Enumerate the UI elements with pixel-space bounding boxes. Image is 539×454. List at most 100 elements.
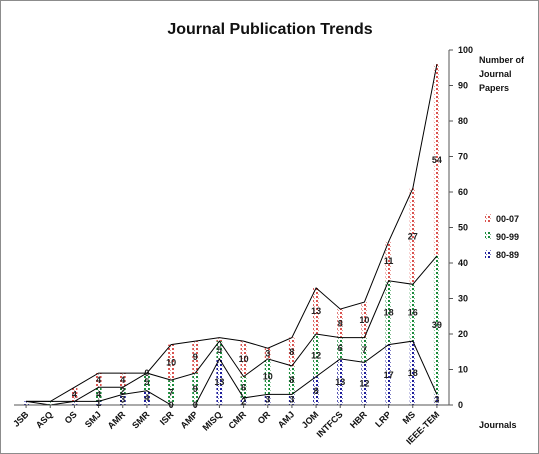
data-label: 6 <box>338 343 343 353</box>
y-tick-label: 0 <box>458 400 463 410</box>
y-ticks: 0 10 20 30 40 50 60 70 80 90 100 <box>449 45 473 410</box>
data-label: 39 <box>432 320 442 330</box>
data-label: 4 <box>96 375 101 385</box>
x-tick-label: LRP <box>373 409 393 429</box>
data-band-90-99 <box>361 337 368 363</box>
x-tick-label: OR <box>256 409 273 426</box>
legend-swatch-90-99 <box>485 232 491 240</box>
data-band-80-89 <box>433 394 440 405</box>
data-bands <box>23 64 440 405</box>
x-tick-label: AMJ <box>276 409 297 430</box>
y-tick-label: 10 <box>458 365 468 375</box>
data-label: 10 <box>166 357 176 367</box>
data-band-80-89 <box>95 401 102 405</box>
y-tick-label: 40 <box>458 258 468 268</box>
y-tick-label: 100 <box>458 45 473 55</box>
data-label: 8 <box>289 375 294 385</box>
data-band-80-89 <box>409 341 416 405</box>
x-tick-label: JSB <box>11 409 31 429</box>
data-band-90-99 <box>240 376 247 398</box>
x-tick-label: ASQ <box>34 409 55 430</box>
x-tick-label: SMR <box>130 409 152 431</box>
data-label: 11 <box>384 256 394 266</box>
data-band-90-99 <box>216 341 223 359</box>
legend-swatch-00-07 <box>485 214 491 222</box>
y-tick-label: 90 <box>458 81 468 91</box>
data-label: 0 <box>169 400 174 410</box>
data-band-80-89 <box>119 394 126 405</box>
data-label: 9 <box>193 352 198 362</box>
data-band-90-99 <box>143 373 150 391</box>
x-tick-label: SMJ <box>83 409 103 429</box>
y-axis-label-line-3: Papers <box>479 83 509 93</box>
data-band-80-89 <box>216 358 223 405</box>
data-label: 7 <box>169 388 174 398</box>
data-label: 12 <box>359 379 369 389</box>
data-label: 18 <box>408 368 418 378</box>
data-label: 2 <box>241 396 246 406</box>
y-axis-label: Number of Journal Papers <box>479 55 527 93</box>
data-label: 2 <box>120 386 125 396</box>
data-label: 4 <box>144 393 149 403</box>
data-label: 10 <box>263 372 273 382</box>
data-band-90-99 <box>313 334 320 377</box>
data-label: 27 <box>408 231 418 241</box>
legend-label-90-99: 90-99 <box>496 232 519 242</box>
data-band-80-89 <box>23 401 30 405</box>
data-band-90-99 <box>119 387 126 395</box>
data-band-80-89 <box>385 344 392 405</box>
data-band-80-89 <box>288 394 295 405</box>
data-band-90-99 <box>337 337 344 359</box>
data-label: 0 <box>193 400 198 410</box>
data-label: 4 <box>96 389 101 399</box>
y-axis-label-line-2: Journal <box>479 69 512 79</box>
x-tick-label: MISQ <box>200 409 223 432</box>
x-tick-label: CMR <box>226 409 248 431</box>
data-label: 9 <box>193 384 198 394</box>
data-label: 4 <box>72 389 77 399</box>
data-band-00-07 <box>264 348 271 359</box>
legend-label-00-07: 00-07 <box>496 214 519 224</box>
data-band-00-07 <box>119 373 126 388</box>
data-band-90-99 <box>409 284 416 342</box>
data-label: 13 <box>214 377 224 387</box>
data-band-90-99 <box>433 255 440 395</box>
x-tick-label: AMR <box>106 409 128 431</box>
data-band-00-07 <box>240 341 247 377</box>
data-band-80-89 <box>313 376 320 405</box>
data-label: 7 <box>362 345 367 355</box>
legend: 00-07 90-99 80-89 <box>485 214 519 260</box>
data-band-00-07 <box>168 344 175 381</box>
data-band-80-89 <box>264 394 271 405</box>
data-band-80-89 <box>71 401 78 405</box>
data-band-80-89 <box>337 358 344 405</box>
data-band-00-07 <box>71 387 78 402</box>
legend-swatch-80-89 <box>485 250 491 258</box>
data-band-90-99 <box>95 387 102 402</box>
y-tick-label: 20 <box>458 329 468 339</box>
data-label: 16 <box>408 308 418 318</box>
y-tick-label: 50 <box>458 223 468 233</box>
x-tick-label: HBR <box>348 409 369 430</box>
data-band-00-07 <box>361 302 368 338</box>
chart-title: Journal Publication Trends <box>167 21 372 38</box>
data-label: 5 <box>217 345 222 355</box>
x-tick-label: OS <box>63 409 79 425</box>
y-axis-label-line-1: Number of <box>479 55 525 65</box>
data-label: 1 <box>96 398 101 408</box>
data-label: 8 <box>314 386 319 396</box>
data-band-00-07 <box>337 309 344 338</box>
data-band-90-99 <box>385 280 392 345</box>
data-label: 5 <box>144 377 149 387</box>
data-band-00-07 <box>433 64 440 256</box>
data-band-00-07 <box>313 287 320 334</box>
data-band-00-07 <box>288 337 295 366</box>
data-label: 8 <box>289 347 294 357</box>
data-label: 3 <box>265 349 270 359</box>
data-label: 3 <box>434 395 439 405</box>
y-tick-label: 80 <box>458 116 468 126</box>
data-band-80-89 <box>361 362 368 405</box>
data-band-80-89 <box>143 390 150 405</box>
data-band-00-07 <box>385 241 392 281</box>
data-band-00-07 <box>409 188 416 285</box>
